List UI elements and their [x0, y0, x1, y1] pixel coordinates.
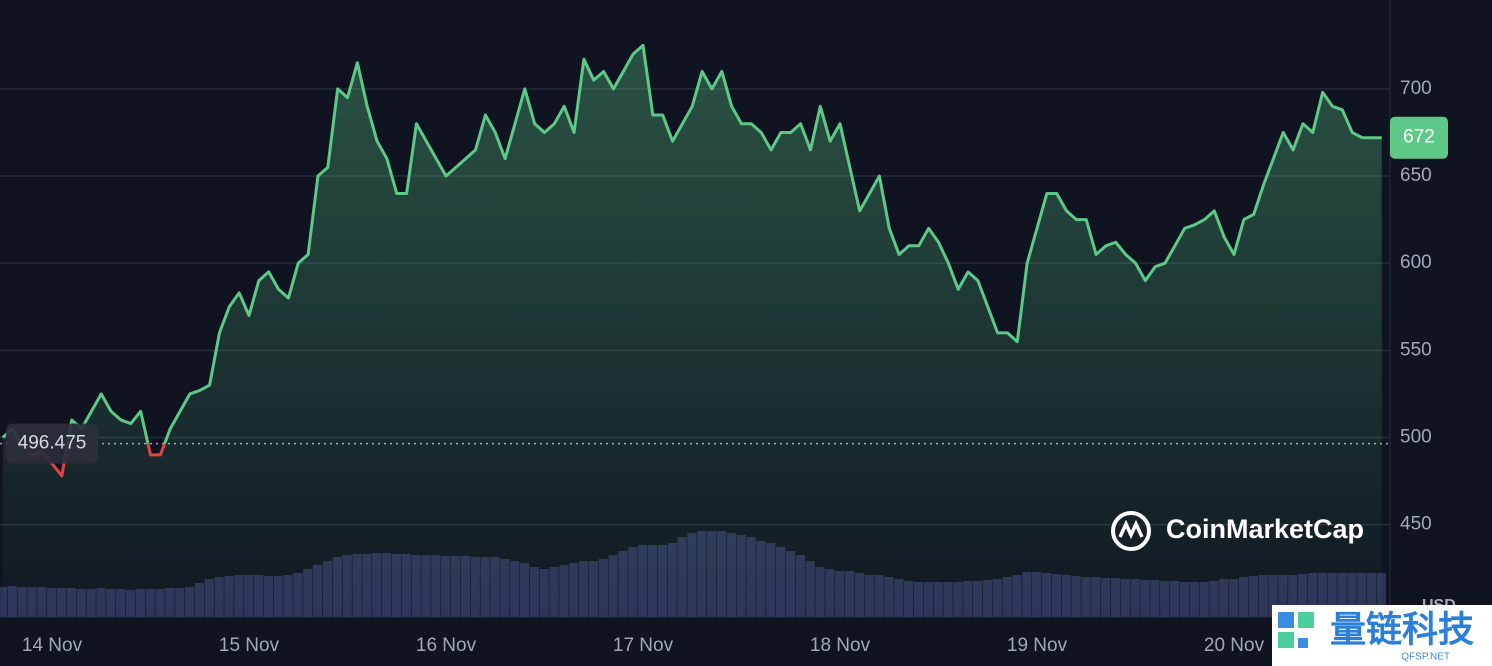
area [2, 45, 1382, 617]
brand-logo: CoinMarketCap [1111, 511, 1364, 551]
logo-ring [1111, 511, 1151, 551]
x-tick-label: 19 Nov [1007, 635, 1068, 656]
x-tick-label: 16 Nov [416, 635, 477, 656]
logo-mark [1118, 519, 1144, 540]
baseline-label-bg [6, 423, 98, 464]
watermark: 量链科技 QFSP.NET [1272, 605, 1492, 666]
tick-layer: 450 500 550 600 650 700 14 Nov 15 Nov 16 Nov 17 N… [6, 78, 1448, 656]
y-tick-label: 450 [1400, 514, 1432, 535]
price-tag-bg [1390, 116, 1448, 159]
x-tick-label: 15 Nov [219, 635, 280, 656]
y-tick-label: 600 [1400, 252, 1432, 273]
watermark-sub: QFSP.NET [1401, 652, 1450, 663]
x-tick-label: 18 Nov [810, 635, 871, 656]
baseline-label: 496.475 [18, 433, 87, 454]
brand-text: CoinMarketCap [1166, 514, 1364, 544]
watermark-icon [1278, 612, 1294, 628]
line [1, 43, 1382, 478]
y-tick-label: 700 [1400, 78, 1432, 99]
y-tick-label: 500 [1400, 426, 1432, 447]
watermark-icon [1278, 632, 1294, 648]
x-tick-label: 14 Nov [22, 635, 83, 656]
watermark-icon [1298, 612, 1314, 628]
x-tick-label: 20 Nov [1204, 635, 1265, 656]
watermark-icon [1298, 638, 1308, 648]
x-tick-label: 17 Nov [613, 635, 674, 656]
price-tag: 672 [1403, 127, 1435, 148]
plot-layer [0, 43, 1390, 617]
y-tick-label: 650 [1400, 165, 1432, 186]
y-tick-label: 550 [1400, 339, 1432, 360]
watermark-text: 量链科技 [1330, 609, 1474, 650]
